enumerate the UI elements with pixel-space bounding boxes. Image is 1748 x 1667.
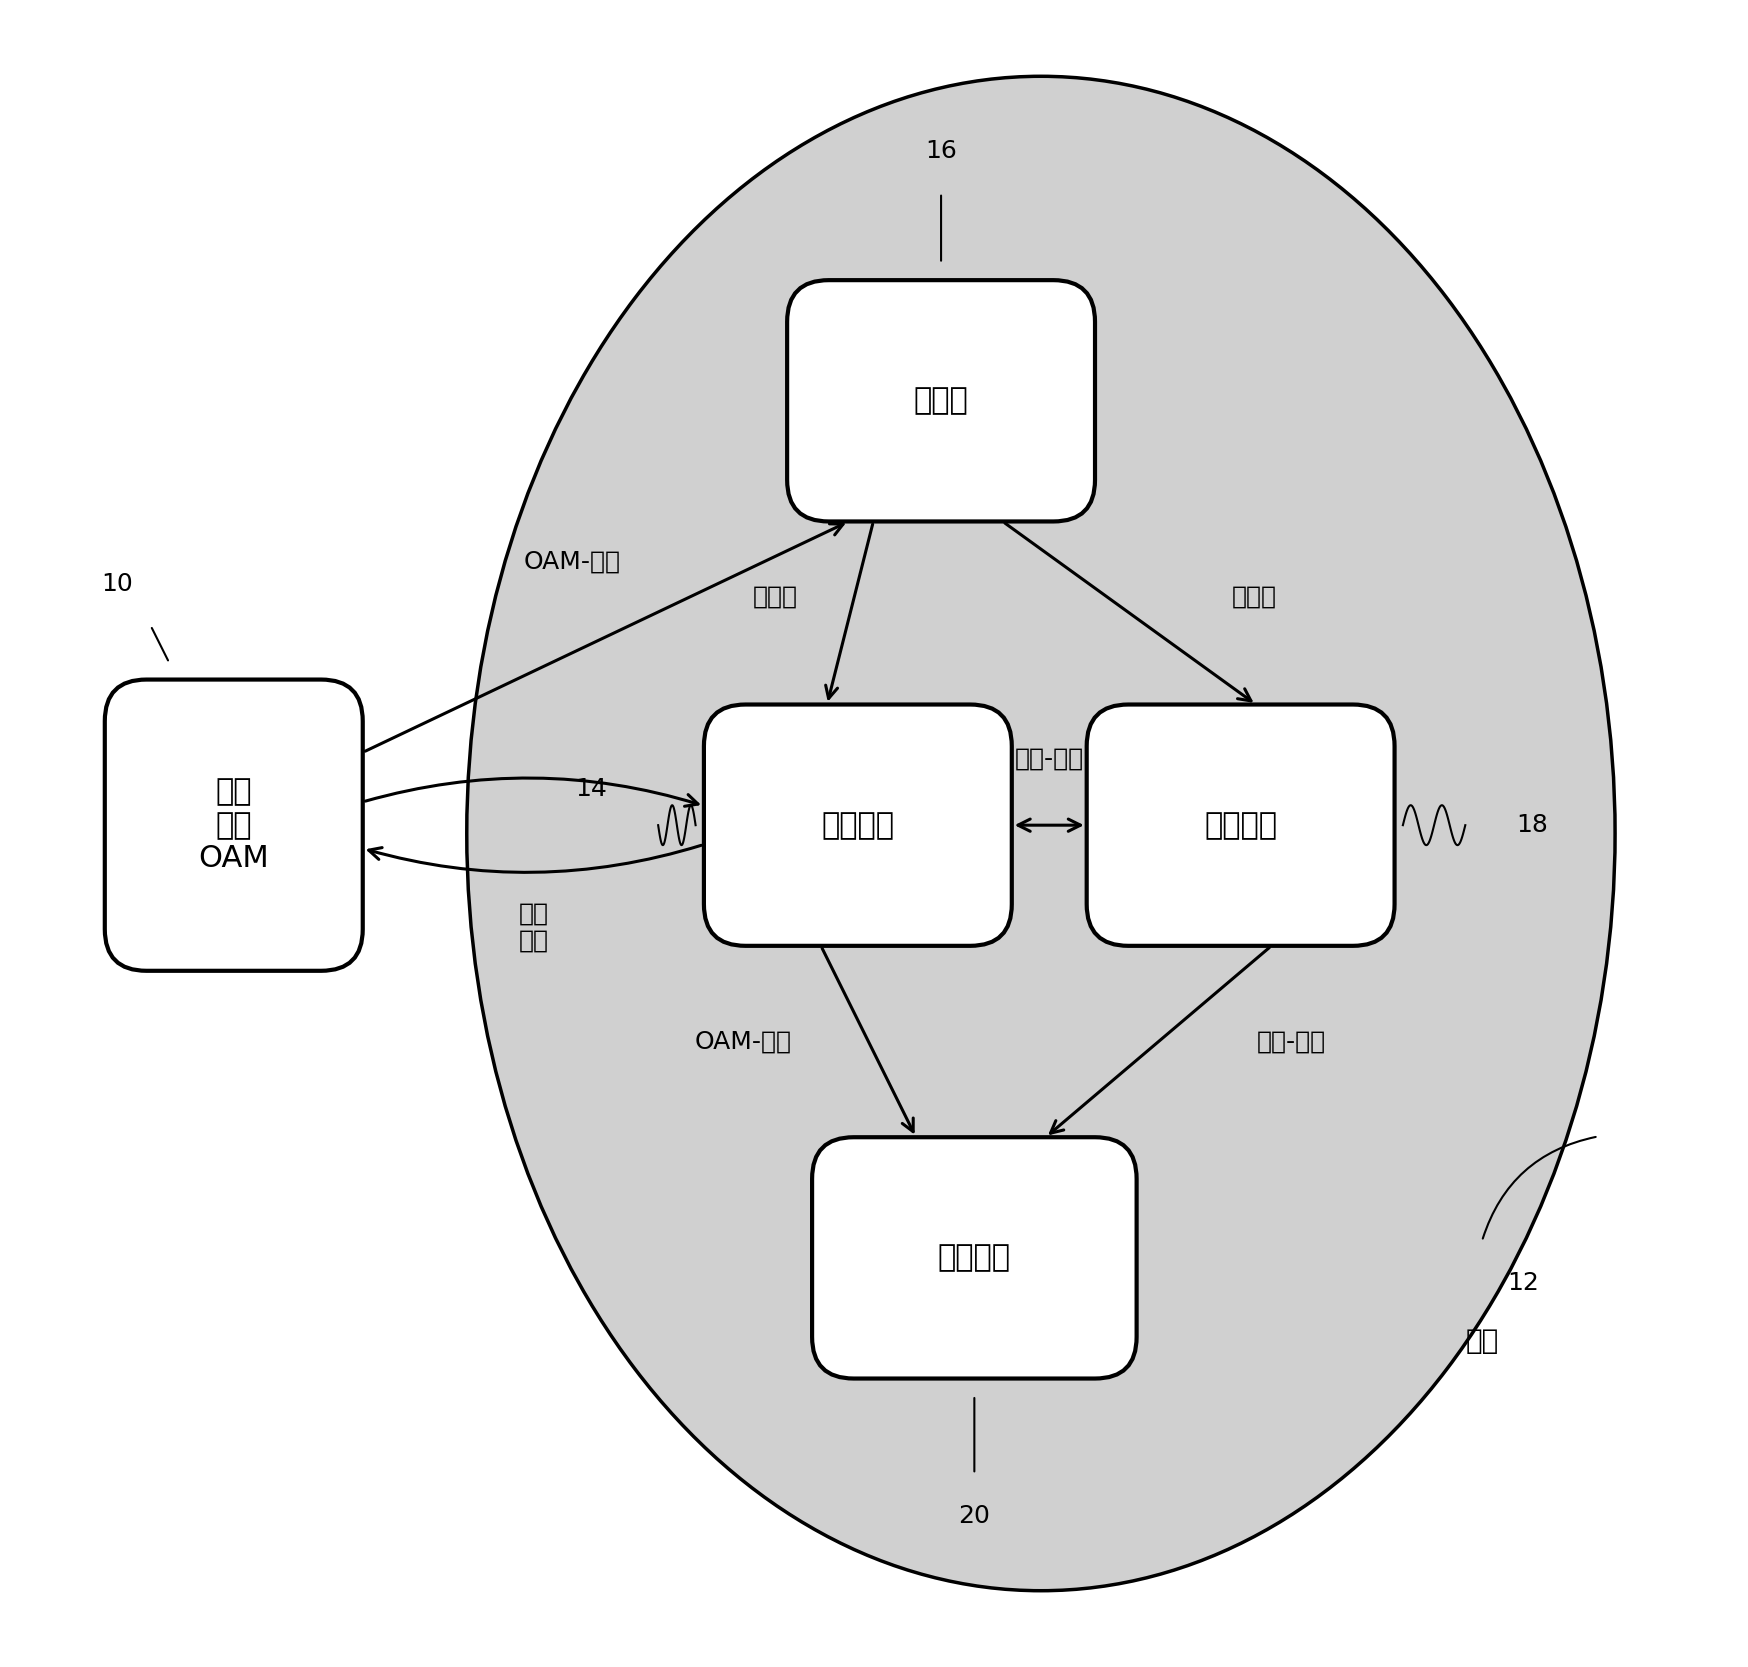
Text: OAM-旋转: OAM-旋转 — [524, 550, 621, 573]
Text: 20: 20 — [958, 1504, 989, 1529]
FancyBboxPatch shape — [105, 680, 362, 970]
Text: 分子旋转: 分子旋转 — [937, 1244, 1010, 1272]
FancyBboxPatch shape — [1086, 705, 1393, 945]
Text: 吸收
发射: 吸收 发射 — [517, 902, 549, 954]
FancyBboxPatch shape — [787, 280, 1094, 522]
Text: 10: 10 — [101, 572, 133, 595]
Text: 超精细: 超精细 — [752, 585, 797, 608]
Text: 自旋-旋转: 自旋-旋转 — [1257, 1030, 1325, 1054]
FancyBboxPatch shape — [811, 1137, 1136, 1379]
Text: 12: 12 — [1507, 1270, 1538, 1295]
FancyBboxPatch shape — [703, 705, 1012, 945]
Ellipse shape — [467, 77, 1613, 1590]
Text: 超精细: 超精细 — [1231, 585, 1276, 608]
Text: 电子轨道: 电子轨道 — [822, 810, 893, 840]
Text: 光子
自旋
OAM: 光子 自旋 OAM — [198, 777, 269, 874]
Text: 16: 16 — [925, 138, 956, 163]
Text: 自旋-轨道: 自旋-轨道 — [1014, 747, 1084, 770]
Text: 18: 18 — [1516, 813, 1547, 837]
Text: 分子: 分子 — [1465, 1327, 1498, 1355]
Text: OAM-旋转: OAM-旋转 — [694, 1030, 792, 1054]
Text: 14: 14 — [575, 777, 607, 800]
Text: 电子自旋: 电子自旋 — [1203, 810, 1276, 840]
Text: 核自旋: 核自旋 — [912, 387, 968, 415]
